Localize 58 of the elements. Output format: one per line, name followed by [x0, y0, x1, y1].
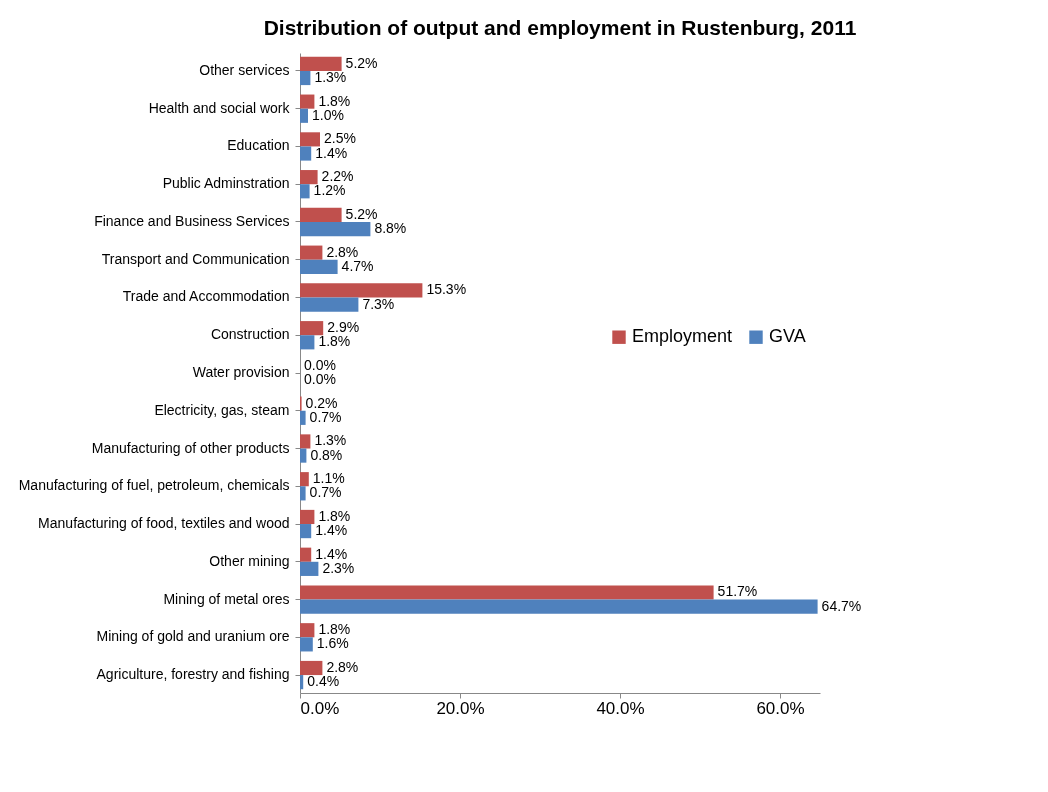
data-label: 1.0%	[312, 106, 344, 123]
data-label: 2.8%	[326, 243, 359, 260]
y-tick-label: Health and social work	[148, 99, 291, 116]
data-label: 2.2%	[321, 168, 354, 185]
data-label: 0.2%	[305, 394, 338, 411]
y-tick-label: Manufacturing of food, textiles and wood	[38, 515, 290, 532]
data-label: 51.7%	[717, 583, 758, 600]
y-tick-label: Manufacturing of fuel, petroleum, chemicals	[18, 477, 290, 494]
data-label: 0.7%	[309, 484, 342, 501]
data-label: 0.0%	[304, 356, 336, 373]
y-tick-label: Finance and Business Services	[94, 212, 290, 229]
data-label: 2.9%	[327, 319, 360, 336]
y-tick-label: Other services	[199, 61, 290, 78]
data-label: 15.3%	[426, 281, 467, 298]
data-label: 1.2%	[313, 182, 346, 199]
data-label: 1.8%	[318, 92, 351, 109]
y-tick-label: Trade and Accommodation	[122, 288, 290, 305]
y-tick-label: Manufacturing of other products	[91, 439, 290, 456]
y-tick-label: Mining of metal ores	[163, 590, 290, 607]
data-label: 1.3%	[314, 69, 347, 86]
y-tick-label: Electricity, gas, steam	[154, 401, 290, 418]
data-label: 0.8%	[310, 446, 343, 463]
data-label: 1.8%	[318, 333, 351, 350]
data-label: 7.3%	[362, 295, 395, 312]
data-label: 5.2%	[345, 54, 378, 71]
data-label: 1.6%	[316, 635, 349, 652]
data-label: 2.3%	[322, 559, 355, 576]
data-label: 0.7%	[309, 408, 342, 425]
data-label: 64.7%	[821, 597, 862, 614]
data-label: 1.3%	[314, 432, 347, 449]
chart-title: Distribution of output and employment in Rustenburg, 2011	[263, 16, 857, 39]
data-label: 5.2%	[345, 205, 378, 222]
y-tick-label: Other mining	[209, 552, 290, 569]
data-label: 4.7%	[341, 257, 374, 274]
data-label: 0.0%	[304, 371, 336, 388]
y-tick-label: Agriculture, forestry and fishing	[96, 666, 290, 683]
data-label: 0.4%	[307, 673, 340, 690]
x-tick-label: 60.0%	[756, 698, 805, 718]
legend-label: GVA	[769, 326, 806, 347]
y-tick-label: Transport and Communication	[101, 250, 290, 267]
y-tick-label: Public Adminstration	[162, 175, 290, 192]
x-tick-label: 20.0%	[436, 698, 485, 718]
legend-label: Employment	[632, 326, 733, 347]
x-tick-label: 0.0%	[300, 698, 340, 718]
data-label: 1.4%	[315, 144, 348, 161]
data-label: 2.5%	[324, 130, 356, 147]
data-label: 2.8%	[326, 658, 359, 675]
y-tick-label: Water provision	[192, 364, 290, 380]
data-label: 1.8%	[318, 621, 351, 638]
data-label: 1.8%	[318, 507, 351, 524]
x-tick-label: 40.0%	[596, 698, 645, 718]
y-tick-label: Construction	[210, 326, 290, 343]
data-label: 8.8%	[374, 220, 407, 237]
data-label: 1.1%	[312, 470, 345, 487]
data-label: 1.4%	[315, 522, 348, 539]
data-label: 1.4%	[315, 545, 348, 562]
y-tick-label: Education	[227, 137, 290, 154]
y-tick-label: Mining of gold and uranium ore	[96, 628, 290, 645]
